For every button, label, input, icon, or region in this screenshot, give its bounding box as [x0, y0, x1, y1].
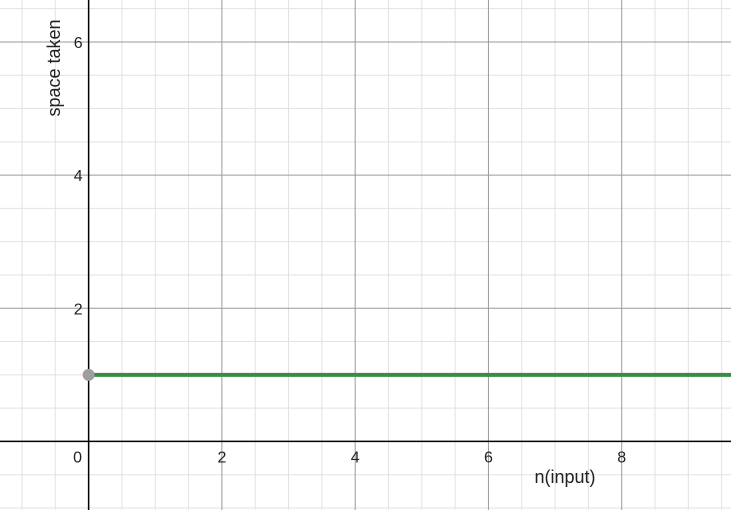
y-tick-labels: 2 4 6: [74, 35, 83, 318]
series-layer: [82, 368, 731, 381]
x-tick-label: 0: [73, 449, 82, 466]
y-tick-label: 4: [74, 168, 83, 185]
x-tick-labels: 0 2 4 6 8: [73, 449, 626, 466]
x-tick-label: 4: [351, 449, 360, 466]
y-axis-label: space taken: [44, 19, 64, 116]
x-axis-label: n(input): [534, 467, 595, 487]
x-tick-label: 6: [484, 449, 493, 466]
start-point-marker: [82, 368, 95, 381]
y-tick-label: 6: [74, 35, 83, 52]
x-tick-label: 8: [617, 449, 626, 466]
y-tick-label: 2: [74, 301, 83, 318]
x-tick-label: 2: [217, 449, 226, 466]
